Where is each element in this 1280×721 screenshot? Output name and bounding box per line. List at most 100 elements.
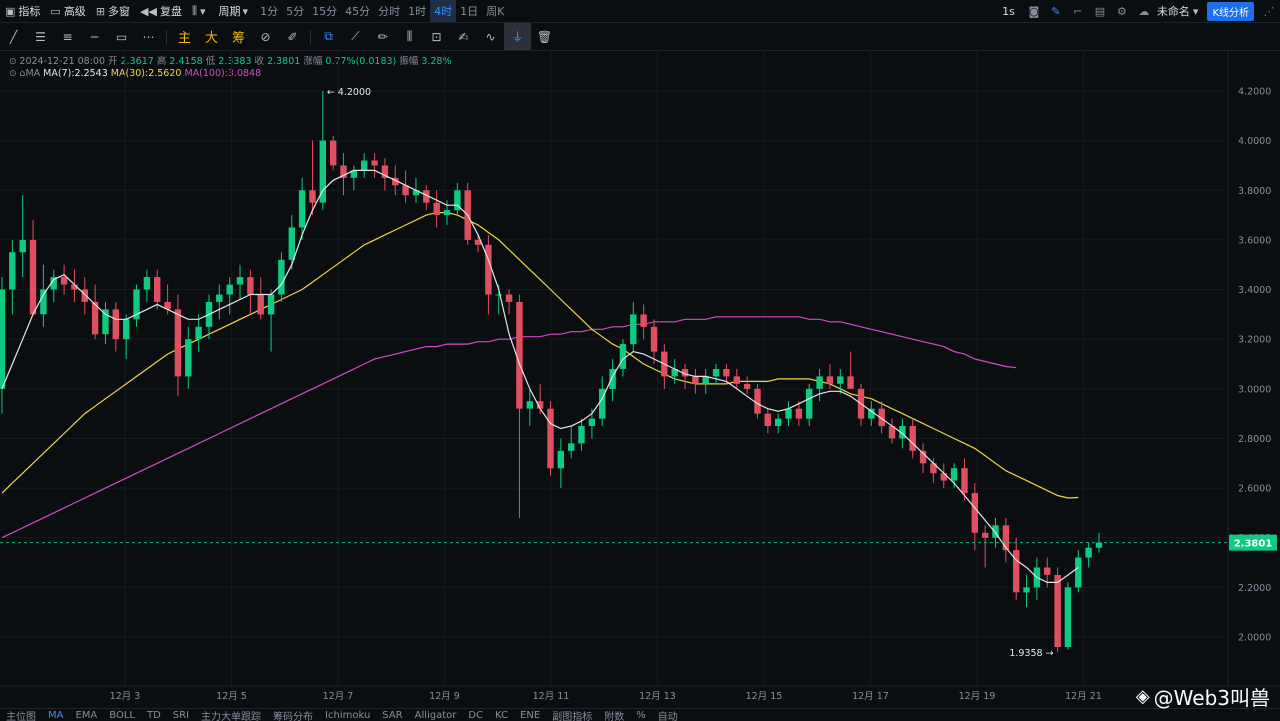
toolbar-right: 1s ◙ ✎ ⌐ ▤ ⚙ ☁ 未命名 ▾ K线分析 ⋰ — [994, 0, 1280, 22]
candle-body — [443, 210, 451, 216]
kline-analysis-button[interactable]: K线分析 — [1207, 1, 1254, 21]
timeframe-2[interactable]: 15分 — [312, 5, 338, 18]
timeframe-6[interactable]: 4时 — [430, 0, 457, 22]
copy-icon[interactable]: ⧉ — [324, 29, 333, 43]
candle-body — [216, 294, 223, 302]
ohlc-info: ⊙ 2024-12-21 08:00 开 2.3617 高 2.4158 低 2… — [9, 53, 452, 67]
replay-button[interactable]: ◀◀ 复盘 — [135, 0, 187, 22]
bottom-item-9[interactable]: SAR — [382, 709, 403, 721]
parallel-channel-icon[interactable]: ≡ — [62, 29, 73, 44]
candle-body — [837, 376, 844, 384]
candle-body — [547, 408, 554, 469]
pencil-icon[interactable]: ✏ — [377, 29, 388, 44]
candle-time: 2024-12-21 08:00 — [19, 56, 106, 67]
brush-icon[interactable]: ✐ — [287, 29, 298, 44]
change-value: 0.77%(0.0183) — [325, 56, 397, 67]
collapse-icon[interactable]: ⊙ — [9, 57, 20, 67]
binance-logo-icon: ◈ — [1135, 686, 1150, 707]
replay-label: 复盘 — [159, 5, 182, 18]
horizontal-line-icon[interactable]: ─ — [90, 29, 99, 44]
horizontal-lines-icon[interactable]: ☰ — [35, 29, 46, 44]
candle-body — [236, 277, 244, 285]
pen-icon[interactable]: ✎ — [1051, 4, 1061, 18]
bottom-item-12[interactable]: KC — [495, 709, 509, 721]
filter-icon[interactable]: ⏚ — [504, 23, 531, 50]
current-price-tag: 2.3801 — [1234, 539, 1273, 550]
candle-body — [485, 244, 492, 295]
timeframe-4[interactable]: 分时 — [378, 5, 401, 18]
candle-body — [816, 376, 823, 389]
trash-icon[interactable]: 🗑 — [536, 29, 553, 44]
bottom-item-3[interactable]: BOLL — [109, 709, 135, 721]
bottom-item-15[interactable]: 附数 — [604, 711, 625, 721]
candle-body — [578, 426, 585, 444]
candle-body — [754, 388, 761, 414]
candle-body — [392, 177, 399, 186]
timeframe-7[interactable]: 1日 — [460, 5, 479, 18]
big-order-button[interactable]: 大 — [204, 31, 218, 46]
edit-icon[interactable]: ✍ — [458, 29, 469, 44]
bottom-item-17[interactable]: 自动 — [657, 711, 678, 721]
advanced-button[interactable]: ▭ 高级 — [45, 0, 90, 22]
timeframe-5[interactable]: 1时 — [408, 5, 427, 18]
timeframe-8[interactable]: 周K — [486, 5, 505, 18]
crop-icon[interactable]: ⌐ — [1073, 4, 1083, 18]
candle-body — [733, 376, 740, 384]
candle-body — [940, 473, 947, 481]
layout-name-dropdown[interactable]: 未命名 ▾ — [1155, 0, 1204, 22]
period-dropdown[interactable]: 周期 ▾ — [214, 0, 257, 22]
candle-body — [1075, 557, 1082, 588]
main-force-button[interactable]: 主 — [177, 31, 191, 46]
pattern-icon[interactable]: ⊘ — [260, 29, 271, 44]
watermark-text: @Web3叫兽 — [1153, 686, 1270, 710]
candle-pattern-icon[interactable]: ⫼ — [406, 29, 413, 43]
advanced-label: 高级 — [63, 5, 86, 18]
timeframe-1[interactable]: 5分 — [286, 5, 305, 18]
candle-body — [847, 376, 854, 389]
candles-icon: ⫼ — [191, 4, 198, 17]
bottom-item-10[interactable]: Alligator — [414, 709, 457, 721]
bottom-item-2[interactable]: EMA — [75, 709, 98, 721]
chip-button[interactable]: 筹 — [231, 31, 245, 46]
magnet-icon[interactable]: ∿ — [485, 29, 496, 44]
candle-body — [723, 369, 730, 377]
rectangle-icon[interactable]: ▭ — [115, 29, 128, 44]
bottom-item-8[interactable]: Ichimoku — [325, 709, 371, 721]
save-icon[interactable]: ▤ — [1094, 4, 1106, 18]
bottom-item-1[interactable]: MA — [48, 709, 64, 721]
bottom-item-0[interactable]: 主位图 — [6, 711, 36, 721]
bottom-item-11[interactable]: DC — [468, 709, 484, 721]
price-chart[interactable]: 4.2000 4.0000 3.8000 3.6000 3.4000 3.2000 3.00… — [0, 50, 1280, 708]
y-tick-label: 4.2000 — [1238, 87, 1271, 98]
chart-type-button[interactable]: ⫼ ▾ — [187, 0, 214, 22]
bottom-item-7[interactable]: 筹码分布 — [273, 711, 314, 721]
candle-body — [878, 408, 885, 427]
candle-body — [371, 160, 378, 166]
candle-body — [278, 259, 285, 295]
candle-body — [340, 165, 347, 178]
bottom-item-16[interactable]: % — [636, 709, 646, 721]
gear-icon[interactable]: ⚙ — [1116, 4, 1127, 18]
bottom-item-5[interactable]: SRI — [172, 709, 190, 721]
more-tools-icon[interactable]: ⋯ — [142, 29, 155, 44]
bottom-item-14[interactable]: 副图指标 — [552, 711, 593, 721]
cloud-icon[interactable]: ☁ — [1138, 4, 1150, 18]
divider — [166, 29, 167, 44]
indicators-button[interactable]: ▣ 指标 — [0, 0, 45, 22]
lock-icon[interactable]: ⊡ — [431, 29, 442, 44]
bottom-item-6[interactable]: 主力大单跟踪 — [201, 711, 262, 721]
ruler-icon[interactable]: ⟋ — [351, 29, 360, 43]
trendline-icon[interactable]: ╱ — [9, 29, 18, 44]
interval-toggle[interactable]: 1s — [1002, 4, 1015, 18]
bottom-item-13[interactable]: ENE — [520, 709, 541, 721]
timeframe-0[interactable]: 1分 — [260, 5, 279, 18]
share-icon[interactable]: ⋰ — [1263, 4, 1275, 18]
settings-icon[interactable]: ⊙ — [9, 69, 20, 79]
camera-icon[interactable]: ◙ — [1028, 4, 1040, 18]
multi-window-button[interactable]: ⊞ 多窗 — [91, 0, 135, 22]
bottom-item-4[interactable]: TD — [146, 709, 161, 721]
ma-toggle-icon[interactable]: ⌂ — [19, 68, 26, 79]
candle-body — [888, 426, 896, 439]
amplitude-label: 振幅 — [399, 56, 419, 67]
timeframe-3[interactable]: 45分 — [345, 5, 371, 18]
